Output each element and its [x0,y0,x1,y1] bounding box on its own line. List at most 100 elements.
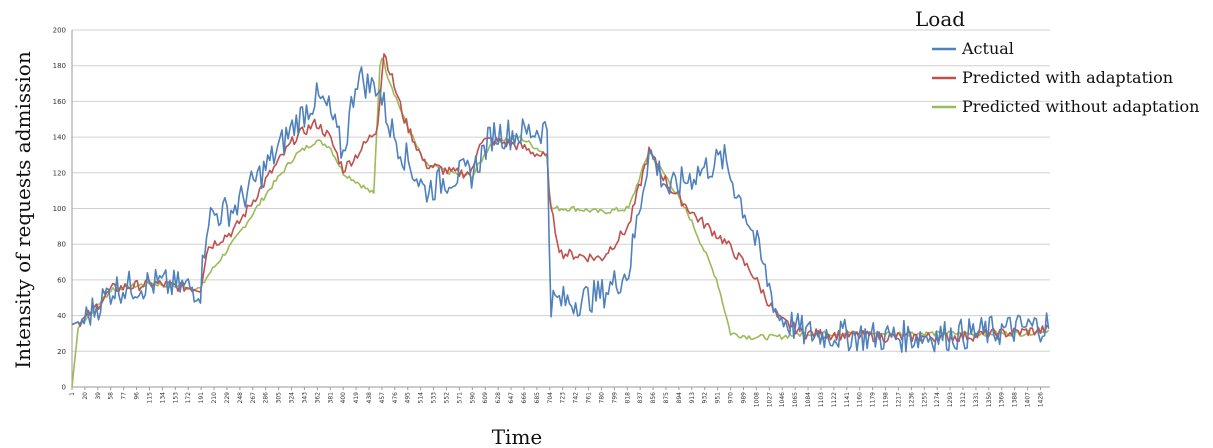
x-tick-label: 1255 [921,392,928,407]
x-tick-label: 970 [728,392,735,404]
x-tick-label: 628 [495,392,502,404]
x-tick-label: 647 [508,392,515,404]
legend-label: Predicted with adaptation [962,68,1173,87]
y-tick-label: 0 [62,384,66,392]
y-tick-label: 100 [53,205,66,213]
y-tick-label: 80 [57,241,66,249]
x-tick-label: 286 [263,392,270,404]
series-lines [71,53,1050,388]
x-tick-label: 1065 [792,392,799,407]
x-tick-label: 666 [521,392,528,404]
y-axis-label: Intensity of requests admission [11,51,35,369]
x-tick-label: 1046 [779,392,786,407]
y-tick-label: 160 [53,98,66,106]
x-tick-label: 514 [418,392,425,404]
x-tick-label: 305 [276,392,283,404]
x-tick-label: 20 [82,392,89,400]
x-tick-label: 742 [573,392,580,404]
x-tick-label: 1426 [1037,392,1044,407]
y-axis-ticks: 0 20 40 60 80 100 120 140 160 180 200 [53,27,66,392]
x-tick-label: 1027 [766,392,773,407]
x-tick-label: 1084 [805,392,812,407]
x-tick-label: 1350 [986,392,993,407]
x-tick-label: 1179 [870,392,877,407]
x-tick-label: 267 [250,392,257,404]
x-tick-label: 989 [740,392,747,404]
series-line-actual [71,66,1050,353]
x-tick-label: 324 [289,392,296,404]
x-tick-label: 419 [353,392,360,404]
x-tick-label: 951 [715,392,722,404]
x-tick-label: 723 [560,392,567,404]
x-tick-label: 210 [211,392,218,404]
x-tick-label: 533 [431,392,438,404]
x-tick-label: 704 [547,392,554,404]
legend-label: Predicted without adaptation [962,97,1199,116]
x-tick-label: 761 [586,392,593,404]
x-tick-label: 609 [482,392,489,404]
x-tick-label: 457 [379,392,386,404]
x-tick-label: 780 [598,392,605,404]
x-tick-label: 476 [392,392,399,404]
y-tick-label: 200 [53,27,66,35]
x-tick-label: 172 [185,392,192,404]
x-tick-label: 894 [676,392,683,404]
x-tick-label: 1217 [895,392,902,407]
x-tick-label: 913 [689,392,696,404]
x-tick-label: 248 [237,392,244,404]
x-tick-label: 153 [172,392,179,404]
x-tick-label: 115 [146,392,153,404]
x-tick-label: 1274 [934,392,941,407]
x-tick-label: 571 [456,392,463,404]
series-line-predicted-with-adaptation [71,53,1050,344]
x-tick-label: 837 [637,392,644,404]
x-tick-label: 229 [224,392,231,404]
y-tick-label: 120 [53,169,66,177]
x-tick-label: 438 [366,392,373,404]
x-tick-label: 818 [624,392,631,404]
x-tick-label: 362 [314,392,321,404]
x-tick-label: 1236 [908,392,915,407]
x-tick-label: 191 [198,392,205,404]
legend-label: Actual [961,39,1014,58]
x-tick-label: 875 [663,392,670,404]
y-tick-label: 40 [57,312,66,320]
x-tick-label: 381 [327,392,334,404]
legend-title: Load [915,7,965,31]
x-tick-label: 495 [405,392,412,404]
x-tick-label: 58 [108,392,115,400]
x-tick-label: 590 [469,392,476,404]
x-tick-label: 1008 [753,392,760,407]
y-tick-label: 140 [53,134,66,142]
x-tick-label: 1293 [947,392,954,407]
y-tick-label: 20 [57,348,66,356]
x-axis-label: Time [492,425,543,448]
legend: Load Actual Predicted with adaptation Pred… [915,7,1199,116]
x-tick-label: 1407 [1025,392,1032,407]
x-tick-label: 1122 [831,392,838,407]
x-tick-label: 1198 [883,392,890,407]
x-tick-label: 400 [340,392,347,404]
x-tick-label: 1388 [1012,392,1019,407]
x-tick-label: 685 [534,392,541,404]
x-tick-label: 1 [69,392,76,396]
x-tick-label: 77 [121,392,128,400]
x-tick-label: 799 [611,392,618,404]
x-tick-label: 343 [301,392,308,404]
y-tick-label: 180 [53,62,66,70]
x-tick-label: 1369 [999,392,1006,407]
x-tick-label: 1141 [844,392,851,407]
x-tick-label: 1103 [818,392,825,407]
y-tick-label: 60 [57,276,66,284]
x-tick-label: 932 [702,392,709,404]
x-tick-label: 552 [443,392,450,404]
x-tick-label: 96 [134,392,141,400]
x-tick-label: 1331 [973,392,980,407]
x-tick-label: 39 [95,392,102,400]
x-tick-label: 1160 [857,392,864,407]
x-axis-ticks: 1 20 39 58 77 96 115 134 153 172 191 210 229 248 267 28… [69,387,1044,407]
x-tick-label: 134 [159,392,166,404]
x-tick-label: 1312 [960,392,967,407]
x-tick-label: 856 [650,392,657,404]
